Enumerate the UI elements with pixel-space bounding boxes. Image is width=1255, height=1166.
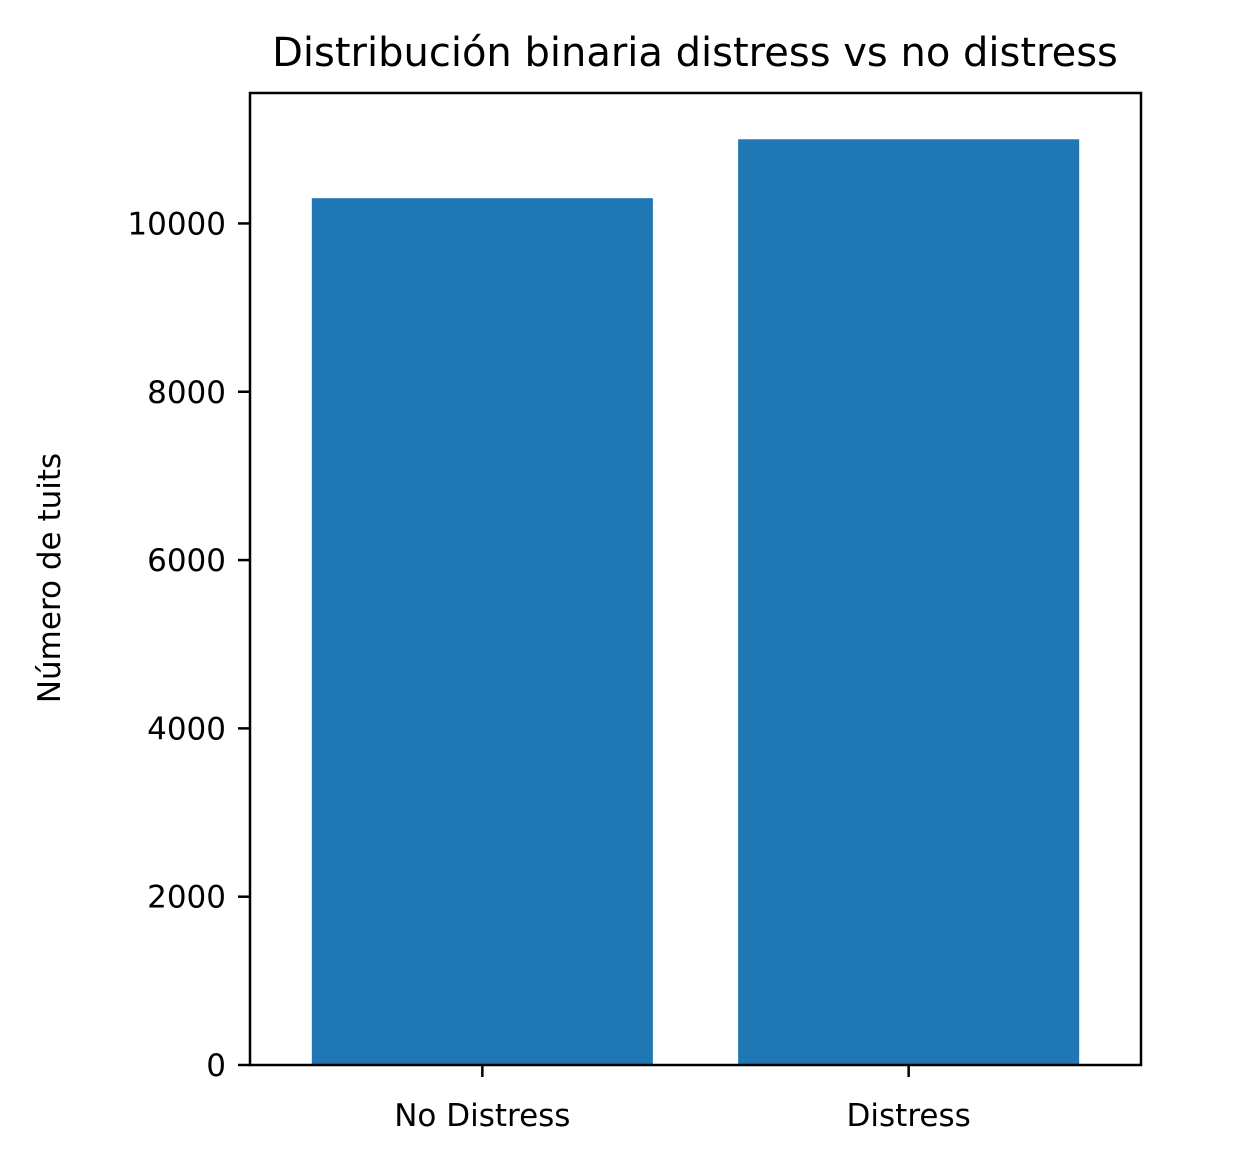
x-tick-label: Distress — [847, 1098, 971, 1134]
y-tick-label: 0 — [206, 1048, 226, 1084]
chart-title: Distribución binaria distress vs no dist… — [272, 30, 1118, 76]
y-axis-ticks: 0 2000 4000 6000 8000 10000 — [127, 206, 250, 1084]
bars-group — [311, 139, 1080, 1066]
y-tick-label: 8000 — [147, 375, 226, 411]
x-axis-ticks: No Distress Distress — [394, 1065, 971, 1134]
y-axis-label: Número de tuits — [32, 453, 68, 703]
y-tick-label: 2000 — [147, 880, 226, 916]
bar-no-distress — [311, 198, 653, 1065]
bar-distress — [738, 139, 1080, 1066]
y-tick-label: 6000 — [147, 543, 226, 579]
x-tick-label: No Distress — [394, 1098, 570, 1134]
plot-frame — [248, 91, 1143, 1067]
y-tick-label: 10000 — [127, 206, 226, 242]
y-tick-label: 4000 — [147, 711, 226, 747]
